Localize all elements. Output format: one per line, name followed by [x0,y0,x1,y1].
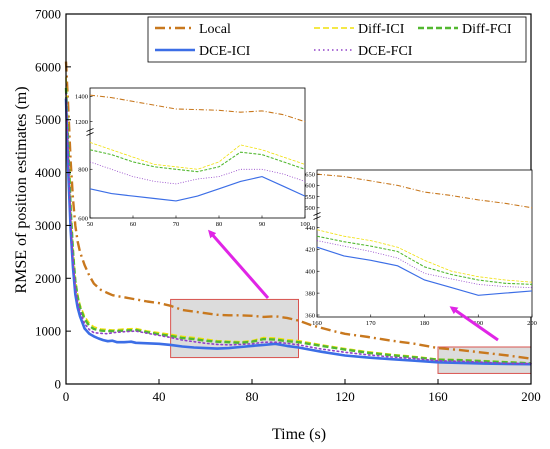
inset-x-tick-label: 100 [300,221,310,228]
y-tick-label: 6000 [35,59,61,74]
axis-break-mark [86,132,94,136]
legend-label: Diff-ICI [358,22,405,37]
inset-x-tick-label: 200 [527,320,537,327]
legend: Local Diff-ICI Diff-FCI DCE-ICI DCE-FCI [147,16,527,63]
inset-y-tick-label: 400 [305,269,315,276]
y-tick-label: 1000 [35,324,61,339]
axis-break-mark [313,212,321,216]
y-tick-label: 0 [55,377,62,392]
main-axes: 0 40 80 120 160 20001000200030004000500060007… [35,7,541,405]
y-tick-label: 7000 [35,7,61,22]
inset-series-line [316,229,533,283]
inset-series-line [316,246,533,296]
inset-y-tick-label: 550 [305,194,315,201]
legend-label: DCE-FCI [358,44,413,59]
inset-x-tick-label: 190 [473,320,483,327]
inset-y-tick-label: 800 [78,167,88,174]
inset-y-tick-label: 1200 [75,119,88,126]
inset-series-line [89,142,306,170]
x-tick-label: 160 [428,389,448,404]
series-line-dce-fci [65,92,532,365]
inset-series-line [316,173,533,209]
series-line-local [64,61,532,360]
x-tick-label: 120 [335,389,355,404]
inset-series-line [316,240,533,288]
inset-x-tick-label: 60 [130,221,137,228]
inset-y-tick-label: 650 [305,172,315,179]
series-line-diff-fci [64,87,532,365]
inset-series-line [89,149,306,173]
inset-x-tick-label: 50 [87,221,94,228]
x-axis-label: Time (s) [272,426,326,443]
inset-x-tick-label: 80 [216,221,223,228]
inset-series-line [316,235,533,285]
inset-frame [316,169,533,318]
legend-label: Diff-FCI [462,22,512,37]
legend-box [147,16,527,63]
x-tick-label: 0 [63,389,70,404]
y-tick-label: 3000 [35,218,61,233]
zoom-insets: 50 60 70 80 90 100 600 800 1200 1400 160 170 180 190 2… [75,87,537,327]
inset-y-tick-label: 1400 [75,94,88,101]
inset-series-line [89,94,306,123]
zoom-arrow-left [208,229,270,299]
inset-y-tick-label: 600 [305,183,315,190]
inset-x-tick-label: 70 [173,221,180,228]
y-tick-label: 4000 [35,165,61,180]
inset-y-tick-label: 380 [305,290,315,297]
inset-y-tick-label: 500 [305,205,315,212]
inset-plot: 50 60 70 80 90 100 600 800 1200 1400 [75,87,310,228]
x-tick-label: 80 [246,389,259,404]
inset-series-line [89,175,306,202]
inset-x-tick-label: 170 [366,320,376,327]
inset-plot: 160 170 180 190 200 360 380 400 420 440 500 550 600 6… [305,169,537,327]
main-plot-lines [64,61,532,366]
inset-x-tick-label: 90 [259,221,266,228]
y-axis-label: RMSE of position estimates (m) [13,86,30,293]
series-line-diff-ici [65,77,532,364]
inset-x-tick-label: 180 [420,320,430,327]
axis-break-mark [313,216,321,220]
x-tick-label: 40 [153,389,166,404]
legend-label: Local [199,22,231,37]
y-tick-label: 2000 [35,271,61,286]
inset-y-tick-label: 420 [305,247,315,254]
inset-y-tick-label: 360 [305,312,315,319]
inset-y-tick-label: 600 [78,215,88,222]
inset-x-tick-label: 160 [312,320,322,327]
series-line-dce-ici [64,98,532,366]
y-tick-label: 5000 [35,112,61,127]
zoom-arrow-right [449,306,499,342]
x-tick-label: 200 [521,389,541,404]
legend-label: DCE-ICI [199,44,251,59]
axis-break-mark [86,128,94,132]
inset-frame [89,87,306,219]
inset-y-tick-label: 440 [305,225,315,232]
